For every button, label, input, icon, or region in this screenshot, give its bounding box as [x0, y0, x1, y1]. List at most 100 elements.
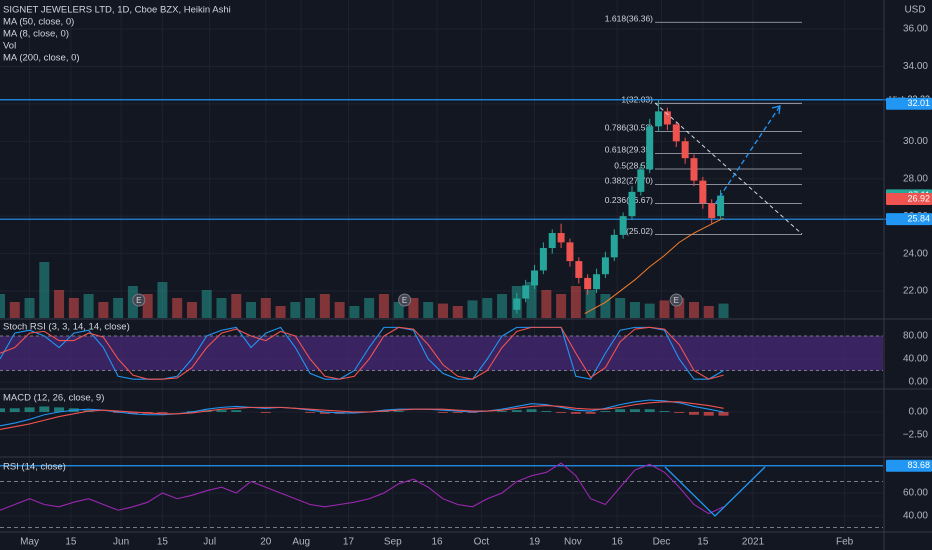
x-tick-label: 20 — [260, 537, 272, 548]
fib-label: 0.5(28.52) — [614, 160, 653, 170]
x-tick-label: 17 — [343, 537, 355, 548]
y-tick-label: 0.00 — [909, 377, 929, 388]
y-tick-label: 36.00 — [903, 24, 928, 35]
candle-body — [557, 233, 565, 243]
indicator-line — [0, 462, 724, 515]
earnings-marker — [398, 293, 412, 307]
volume-bar — [201, 290, 212, 318]
macd-histogram — [260, 411, 271, 413]
x-tick-label: Jul — [203, 537, 216, 548]
volume-bar — [246, 302, 257, 318]
candle-body — [584, 277, 592, 290]
panel-title: Stoch RSI (3, 3, 14, 14, close) — [3, 322, 130, 333]
macd-histogram — [9, 408, 20, 412]
volume-bar — [467, 300, 478, 318]
y-tick-label: 34.00 — [903, 61, 928, 72]
panel-title: RSI (14, close) — [3, 462, 66, 473]
candle-body — [566, 242, 574, 262]
candle-body — [628, 191, 636, 217]
macd-histogram — [452, 411, 463, 413]
price-tag — [886, 459, 932, 472]
volume-bar — [659, 300, 670, 318]
indicator-line — [0, 401, 724, 431]
x-tick-label: Sep — [384, 537, 402, 548]
volume-bar — [703, 306, 714, 318]
volume-bar — [83, 294, 94, 318]
y-tick-label: −2.50 — [903, 430, 929, 441]
x-tick-label: 15 — [157, 537, 169, 548]
volume-bar — [113, 298, 124, 318]
macd-histogram — [231, 410, 242, 412]
chart-title: SIGNET JEWELERS LTD, 1D, Cboe BZX, Heiki… — [3, 5, 231, 16]
volume-bar — [260, 298, 271, 318]
candle-body — [672, 124, 680, 142]
volume-bar — [393, 302, 404, 318]
macd-histogram — [54, 407, 65, 412]
volume-bar — [305, 298, 316, 318]
volume-bar — [98, 302, 109, 318]
candle-body — [522, 285, 530, 299]
candle-body — [601, 257, 609, 275]
fib-label: 1.618(36.36) — [605, 14, 653, 24]
volume-bar — [718, 303, 729, 318]
ma-line — [584, 217, 724, 314]
x-tick-label: 16 — [432, 537, 444, 548]
x-tick-label: 15 — [65, 537, 77, 548]
candle-body — [655, 111, 663, 127]
macd-histogram — [629, 409, 640, 412]
x-tick-label: 15 — [697, 537, 709, 548]
candle-body — [690, 158, 698, 181]
candle-body — [513, 298, 521, 310]
volume-bar — [39, 262, 50, 318]
macd-histogram — [615, 409, 626, 412]
macd-histogram — [393, 411, 404, 412]
macd-histogram — [659, 411, 670, 412]
legend-entry: Vol — [3, 41, 16, 52]
price-tag — [886, 213, 932, 226]
x-tick-label: 2021 — [742, 537, 765, 548]
x-tick-label: May — [20, 537, 39, 548]
candle-body — [637, 169, 645, 192]
volume-bar — [142, 294, 153, 318]
volume-bar — [585, 290, 596, 318]
macd-histogram — [703, 411, 714, 416]
volume-bar — [68, 298, 79, 318]
y-tick-label: 40.00 — [903, 354, 928, 365]
candle-body — [708, 203, 716, 219]
y-tick-label: 0.00 — [909, 407, 929, 418]
macd-histogram — [497, 411, 508, 412]
macd-histogram — [718, 411, 729, 416]
volume-bar — [644, 303, 655, 318]
volume-bar — [688, 302, 699, 318]
candle-body — [681, 141, 689, 159]
trend-drawing — [654, 102, 803, 235]
y-tick-label: 30.00 — [903, 136, 928, 147]
mark-layer: May 15 Jun 15 Jul 20 Aug 17 Sep 16 Oct 19 Nov 16 Dec 15… — [0, 14, 932, 548]
volume-bar — [275, 306, 286, 318]
rsi-drawing — [664, 466, 766, 517]
macd-histogram — [585, 411, 596, 414]
legend-entry: MA (200, close, 0) — [3, 53, 80, 64]
volume-bar — [9, 302, 20, 318]
price-tag — [886, 97, 932, 110]
y-tick-label: 60.00 — [903, 488, 928, 499]
candle-body — [663, 111, 671, 125]
panel-title: MACD (12, 26, close, 9) — [3, 393, 104, 404]
volume-bar — [497, 294, 508, 318]
candle-body — [717, 195, 725, 217]
volume-bar — [378, 294, 389, 318]
volume-bar — [24, 298, 35, 318]
y-tick-label: 40.00 — [903, 511, 928, 522]
macd-histogram — [541, 411, 552, 412]
candle-body — [548, 233, 556, 248]
volume-bar — [556, 294, 567, 318]
x-tick-label: Jun — [113, 537, 129, 548]
volume-bar — [526, 282, 537, 318]
macd-histogram — [127, 411, 138, 414]
earnings-label: E — [674, 296, 679, 305]
x-tick-label: Dec — [653, 537, 671, 548]
volume-bar — [408, 298, 419, 318]
